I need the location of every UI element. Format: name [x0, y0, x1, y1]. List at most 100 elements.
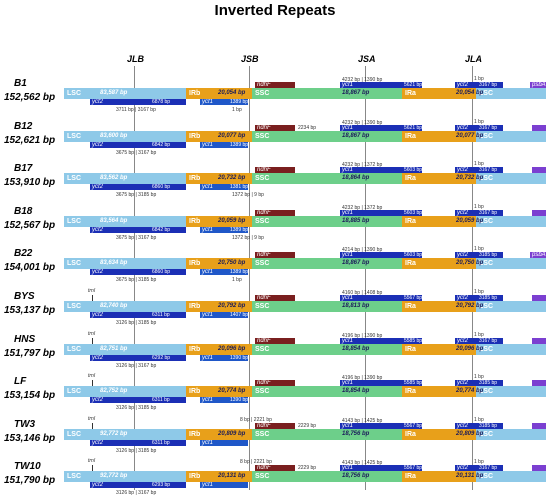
- ycf1-right-length: 5567 bp: [404, 465, 423, 472]
- ira-length: 20,774 bp: [456, 388, 484, 395]
- ycf1-left-gene: ycf1: [200, 482, 248, 489]
- ssc-tail-segment: [312, 130, 402, 142]
- ira-length: 20,792 bp: [456, 303, 484, 309]
- lsc-right-segment: [476, 343, 546, 355]
- lsc-right-segment: [476, 130, 546, 142]
- figure-title: Inverted Repeats: [214, 2, 336, 19]
- ssc-segment-label: SSC: [255, 430, 270, 438]
- ira-segment-label: IRa: [405, 473, 416, 481]
- row-name: B18: [14, 205, 33, 217]
- irb-segment-label: IRb: [189, 473, 201, 481]
- ssc-segment: [252, 428, 312, 440]
- jsa-top-label: 4196 bp | 1390 bp: [342, 375, 383, 382]
- row-length: 152,567 bp: [4, 219, 56, 231]
- ssc-segment: [252, 130, 312, 142]
- irb-segment: [186, 258, 252, 270]
- junction-line-jsb: [249, 66, 250, 490]
- psba-gene: [532, 422, 546, 429]
- irb-segment: [186, 215, 252, 227]
- irb-segment-label: IRb: [189, 303, 201, 310]
- ira-segment-label: IRa: [405, 217, 416, 225]
- ssc-segment-label: SSC: [255, 175, 270, 183]
- ira-length: 20,732 bp: [456, 175, 484, 182]
- ycf1-left-length: 1390 bp: [230, 354, 249, 361]
- jsa-top-label: 4196 bp | 1390 bp: [342, 332, 383, 339]
- ssc-tail-segment: [312, 471, 402, 483]
- lsc-right-segment-label: LSC: [479, 345, 493, 353]
- lsc-length: 82,751 bp: [100, 345, 128, 352]
- ycf1-right-gene: ycf1: [340, 380, 422, 387]
- ssc-tail-segment: [312, 173, 402, 185]
- jsb-extra-label: 1 bp: [232, 277, 242, 284]
- jsb-extra-label: 8 bp | 2221 bp: [240, 459, 272, 466]
- ira-segment: [402, 471, 476, 483]
- irb-length: 20,750 bp: [218, 260, 246, 267]
- ira-segment-label: IRa: [405, 90, 416, 97]
- lsc-length: 82,740 bp: [100, 303, 128, 309]
- psba-gene: psbA: [530, 252, 546, 259]
- ssc-length: 18,867 bp: [342, 90, 370, 96]
- ira-segment-label: IRa: [405, 345, 416, 353]
- ira-segment-label: IRa: [405, 303, 416, 310]
- ycf1-left-length: 1381 bp: [230, 184, 249, 191]
- junction-label-jlb: JLB: [127, 54, 145, 64]
- ycf2-left-length: 6860 bp: [152, 184, 171, 191]
- ira-length: 20,077 bp: [456, 132, 484, 139]
- ira-segment: [402, 173, 476, 185]
- ycf1-left-gene: ycf1: [200, 269, 248, 276]
- irb-segment-label: IRb: [189, 345, 201, 353]
- ycf2-right-length: 3185 bp: [479, 252, 498, 259]
- ssc-segment-label: SSC: [255, 345, 270, 353]
- ssc-tail-segment: [312, 428, 402, 440]
- irb-segment: [186, 88, 252, 99]
- irb-length: 20,077 bp: [218, 132, 246, 139]
- row-name: TW3: [14, 418, 36, 430]
- row-name: LF: [14, 376, 27, 388]
- lsc-segment: [64, 343, 186, 355]
- ycf2-left-gene: ycf2: [90, 439, 186, 446]
- psba-gene: [532, 124, 546, 131]
- ndhf-gene: ndhF: [255, 422, 295, 429]
- ycf2-left-gene: ycf2: [90, 354, 186, 361]
- below-junction-label: 3675 bp | 3167 bp: [116, 234, 157, 241]
- lsc-segment: [64, 301, 186, 312]
- lsc-length: 82,752 bp: [100, 388, 128, 395]
- ira-segment: [402, 386, 476, 398]
- jla-gap-label: 1 bp: [474, 416, 484, 423]
- lsc-segment-label: LSC: [67, 175, 81, 183]
- ycf2-left-gene: ycf2: [90, 482, 186, 489]
- lsc-segment: [64, 386, 186, 398]
- ycf1-left-gene: ycf1: [200, 354, 248, 361]
- lsc-segment: [64, 130, 186, 142]
- below-junction-label: 3126 bp | 3185 bp: [116, 447, 157, 454]
- lsc-segment-label: LSC: [67, 217, 81, 225]
- ndhf-gene: ndhF: [255, 209, 295, 216]
- jla-gap-label: 1 bp: [474, 289, 484, 295]
- genome-bar: LSC IRb SSC IRa LSC: [64, 386, 546, 398]
- below-junction-label: 3126 bp | 3167 bp: [116, 362, 157, 369]
- ssc-tail-segment: [312, 88, 402, 99]
- irb-length: 20,096 bp: [218, 345, 246, 352]
- ycf2-right-length: 3167 bp: [479, 465, 498, 472]
- trni-tick: [92, 380, 93, 390]
- ycf2-left-gene: ycf2: [90, 397, 186, 404]
- irb-segment: [186, 130, 252, 142]
- ira-segment: [402, 88, 476, 99]
- lsc-segment: [64, 428, 186, 440]
- ndhf-gene: ndhF: [255, 295, 295, 301]
- lsc-length: 83,562 bp: [100, 175, 128, 182]
- lsc-segment: [64, 258, 186, 270]
- row-name: B12: [14, 120, 33, 132]
- lsc-right-segment-label: LSC: [479, 260, 493, 268]
- row-name: B17: [14, 163, 33, 175]
- irb-segment-label: IRb: [189, 217, 201, 225]
- ycf1-right-length: 5567 bp: [404, 295, 423, 301]
- irb-length: 20,809 bp: [218, 430, 246, 437]
- trni-gene: trnI: [88, 330, 96, 337]
- jla-gap-label: 1 bp: [474, 203, 484, 210]
- ycf1-right-gene: ycf1: [340, 167, 422, 174]
- jsa-top-label: 4232 bp | 1390 bp: [342, 119, 383, 126]
- jsb-extra-label: 1 bp: [232, 107, 242, 113]
- ycf2-left-length: 6878 bp: [152, 99, 171, 105]
